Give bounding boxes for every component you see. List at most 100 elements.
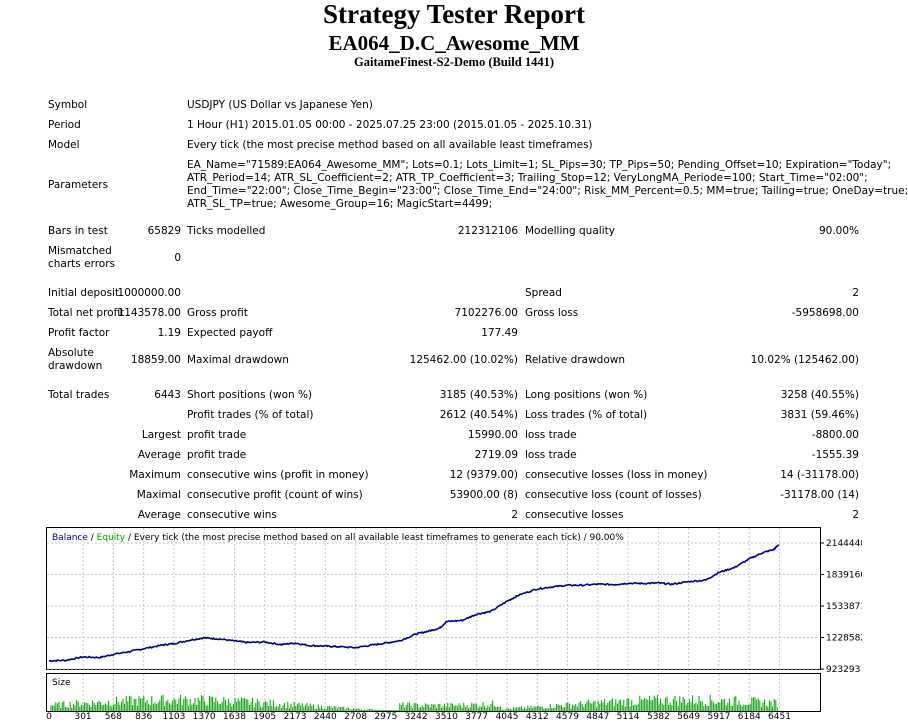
- grossloss-value: -5958698.00: [791, 307, 859, 319]
- legend-description: / Every tick (the most precise method ba…: [125, 533, 624, 543]
- period-value: 1 Hour (H1) 2015.01.05 00:00 - 2025.07.2…: [187, 119, 592, 131]
- parameters-line: End_Time="22:00"; Close_Time_Begin="23:0…: [187, 185, 908, 197]
- grossprofit-value: 7102276.00: [454, 307, 518, 319]
- main-plot-frame: [46, 527, 821, 670]
- bars-label: Bars in test: [48, 225, 108, 237]
- largest-loss-label: loss trade: [525, 429, 577, 441]
- maximal-label: Maximal: [136, 489, 181, 501]
- model-label: Model: [48, 139, 80, 151]
- spread-label: Spread: [525, 287, 562, 299]
- x-tick-label: 2975: [374, 712, 397, 722]
- server-build: GaitameFinest-S2-Demo (Build 1441): [354, 55, 554, 69]
- netprofit-label: Total net profit: [48, 307, 125, 319]
- y-tick-label: 1228582: [826, 634, 862, 644]
- mismatch-label: Mismatched charts errors: [48, 245, 115, 270]
- x-tick-label: 3510: [435, 712, 458, 722]
- x-tick-label: 4847: [586, 712, 609, 722]
- average-loss-label: loss trade: [525, 449, 577, 461]
- parameters-line: ATR_SL_TP=true; Awesome_Group=16; MagicS…: [187, 198, 493, 210]
- ticks-label: Ticks modelled: [187, 225, 266, 237]
- x-tick-label: 5649: [677, 712, 700, 722]
- maximal-profit-label: consecutive profit (count of wins): [187, 489, 363, 501]
- maxdd-label: Maximal drawdown: [187, 354, 289, 366]
- x-tick-label: 5382: [647, 712, 670, 722]
- legend-separator: /: [88, 533, 97, 543]
- max-losses-label: consecutive losses (loss in money): [525, 469, 708, 481]
- x-tick-label: 2708: [344, 712, 367, 722]
- short-value: 3185 (40.53%): [439, 389, 518, 401]
- max-losses-value: 14 (-31178.00): [780, 469, 859, 481]
- x-tick-label: 1103: [162, 712, 185, 722]
- x-tick-label: 2440: [314, 712, 337, 722]
- x-tick-label: 5114: [617, 712, 640, 722]
- parameters-line: EA_Name="71589:EA064_Awesome_MM"; Lots=0…: [187, 159, 892, 171]
- ea-name: EA064_D.C_Awesome_MM: [328, 31, 580, 55]
- x-tick-label: 5917: [708, 712, 731, 722]
- mismatch-value: 0: [174, 252, 181, 264]
- losstrades-value: 3831 (59.46%): [780, 409, 859, 421]
- x-tick-label: 836: [135, 712, 152, 722]
- x-axis: 0 301 568 836 1103 1370 1638 1905 2173 2440 2708 29…: [46, 712, 791, 722]
- legend-equity: Equity: [97, 533, 126, 543]
- bars-value: 65829: [147, 225, 181, 237]
- maximal-profit-value: 53900.00 (8): [449, 489, 518, 501]
- pf-value: 1.19: [157, 327, 181, 339]
- quality-value: 90.00%: [818, 225, 859, 237]
- avg-wins-label: consecutive wins: [187, 509, 277, 521]
- x-tick-label: 3242: [405, 712, 428, 722]
- long-value: 3258 (40.55%): [780, 389, 859, 401]
- largest-profit-label: profit trade: [187, 429, 247, 441]
- x-tick-label: 1370: [193, 712, 216, 722]
- balance-chart: Balance / Equity / Every tick (the most …: [46, 527, 862, 722]
- maximum-label: Maximum: [129, 469, 181, 481]
- y-tick-label: 923293: [826, 665, 860, 675]
- report-title: Strategy Tester Report: [323, 0, 585, 29]
- avg-losses-value: 2: [852, 509, 859, 521]
- absdd-label: Absolute drawdown: [48, 347, 103, 372]
- balance-series-line: [48, 544, 780, 663]
- max-wins-value: 12 (9379.00): [449, 469, 518, 481]
- largest-loss-value: -8800.00: [811, 429, 859, 441]
- payoff-label: Expected payoff: [187, 327, 273, 339]
- avg-wins-value: 2: [511, 509, 518, 521]
- short-label: Short positions (won %): [187, 389, 313, 401]
- reldd-value: 10.02% (125462.00): [750, 354, 859, 366]
- average-loss-value: -1555.39: [811, 449, 859, 461]
- grossloss-label: Gross loss: [525, 307, 579, 319]
- average-profit-value: 2719.09: [474, 449, 518, 461]
- largest-profit-value: 15990.00: [467, 429, 518, 441]
- max-wins-label: consecutive wins (profit in money): [187, 469, 369, 481]
- payoff-value: 177.49: [481, 327, 518, 339]
- profittrades-label: Profit trades (% of total): [187, 409, 314, 421]
- reldd-label: Relative drawdown: [525, 354, 626, 366]
- legend-balance: Balance: [52, 533, 88, 543]
- absdd-value: 18859.00: [130, 354, 181, 366]
- x-tick-label: 568: [105, 712, 122, 722]
- trades-label: Total trades: [48, 389, 110, 401]
- x-tick-label: 6451: [768, 712, 791, 722]
- x-tick-label: 6184: [738, 712, 761, 722]
- x-tick-label: 2173: [284, 712, 307, 722]
- profittrades-value: 2612 (40.54%): [439, 409, 518, 421]
- x-tick-label: 0: [46, 712, 52, 722]
- pf-label: Profit factor: [48, 327, 110, 339]
- x-tick-label: 4312: [526, 712, 549, 722]
- avg-losses-label: consecutive losses: [525, 509, 624, 521]
- deposit-value: 1000000.00: [117, 287, 181, 299]
- symbol-value: USDJPY (US Dollar vs Japanese Yen): [187, 99, 373, 111]
- x-tick-label: 1638: [223, 712, 246, 722]
- long-label: Long positions (won %): [525, 389, 648, 401]
- trades-value: 6443: [154, 389, 181, 401]
- size-label: Size: [52, 678, 71, 688]
- spread-value: 2: [852, 287, 859, 299]
- maximal-loss-value: -31178.00 (14): [780, 489, 859, 501]
- grossprofit-label: Gross profit: [187, 307, 248, 319]
- parameters-label: Parameters: [48, 179, 109, 191]
- parameters-line: ATR_Period=14; ATR_SL_Coefficient=2; ATR…: [187, 172, 868, 184]
- x-tick-label: 4045: [496, 712, 519, 722]
- maximal-loss-label: consecutive loss (count of losses): [525, 489, 702, 501]
- x-tick-label: 301: [74, 712, 91, 722]
- x-tick-label: 4579: [556, 712, 579, 722]
- model-value: Every tick (the most precise method base…: [187, 139, 593, 151]
